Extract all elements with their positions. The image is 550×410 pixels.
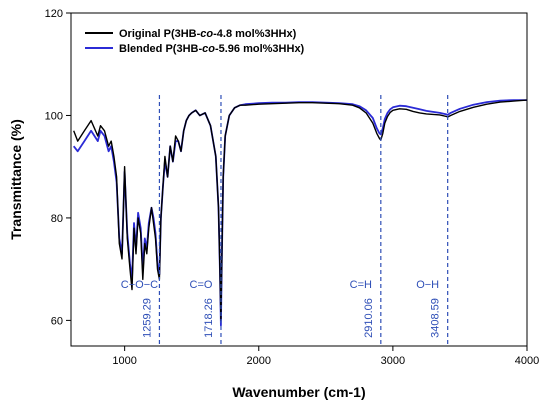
y-axis-title: Transmittance (%) <box>8 119 24 240</box>
annotation-value-label: 3408.59 <box>430 298 442 338</box>
plot-frame <box>70 12 528 347</box>
x-tick-label: 2000 <box>247 355 271 367</box>
annotation-group-label: C−O−C <box>121 279 158 291</box>
annotation-group-label: C=O <box>190 279 213 291</box>
annotation-group-label: O−H <box>416 279 439 291</box>
y-tick-label: 100 <box>45 110 63 122</box>
annotation-group-label: C=H <box>350 279 372 291</box>
annotation-value-label: 1718.26 <box>203 298 215 338</box>
x-axis-title: Wavenumber (cm-1) <box>232 384 365 400</box>
axis-layer: 1000 2000 3000 4000 60 80 100 120 <box>45 8 540 367</box>
x-tick-label: 4000 <box>515 355 539 367</box>
y-tick-label: 80 <box>51 213 63 225</box>
series-layer <box>72 99 528 327</box>
annotation-layer: C−O−C 1259.29 C=O 1718.26 C=H 2910.06 O−H 3408.… <box>121 94 449 346</box>
legend: Original P(3HB-co-4.8 mol%3HHx) Blended P… <box>85 28 305 55</box>
annotation-value-label: 2910.06 <box>363 298 375 338</box>
y-tick-label: 60 <box>51 315 63 327</box>
x-tick-label: 3000 <box>381 355 405 367</box>
legend-label: Original P(3HB-co-4.8 mol%3HHx) <box>119 28 297 40</box>
series-line-original <box>73 99 528 322</box>
y-tick-label: 120 <box>45 8 63 20</box>
annotation-value-label: 1259.29 <box>141 298 153 338</box>
legend-label: Blended P(3HB-co-5.96 mol%3HHx) <box>119 43 305 55</box>
x-tick-label: 1000 <box>112 355 136 367</box>
plot-area-group: C−O−C 1259.29 C=O 1718.26 C=H 2910.06 O−H 3408.… <box>45 8 540 367</box>
